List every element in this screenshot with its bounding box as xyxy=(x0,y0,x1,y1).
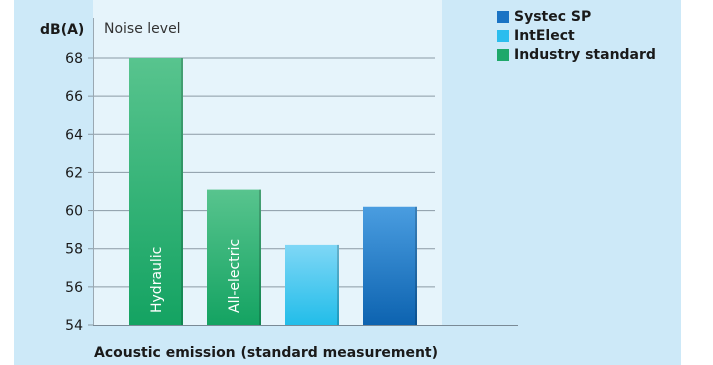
bars: Hydraulic All-electric xyxy=(129,58,417,325)
bar-edge xyxy=(337,244,339,325)
y-axis-ticks: 54 56 58 60 62 64 66 68 xyxy=(65,51,93,334)
chart-title: Acoustic emission (standard measurement) xyxy=(94,345,438,361)
legend-item: IntElect xyxy=(497,26,656,45)
legend-label: IntElect xyxy=(514,27,575,44)
y-tick-label: 66 xyxy=(65,89,83,105)
legend-item: Industry standard xyxy=(497,45,656,64)
bar-hydraulic xyxy=(129,58,183,325)
y-tick-label: 60 xyxy=(65,204,83,220)
bar-edge xyxy=(415,206,417,325)
y-tick-label: 56 xyxy=(65,280,83,296)
legend-swatch xyxy=(497,10,509,23)
bar-intelect xyxy=(285,244,339,325)
chart-subtitle: Noise level xyxy=(104,21,181,37)
y-tick-label: 54 xyxy=(65,318,83,334)
bar-systec-sp xyxy=(363,206,417,325)
y-tick-label: 62 xyxy=(65,165,83,181)
y-tick-label: 64 xyxy=(65,127,83,143)
bar-label: All-electric xyxy=(227,239,243,313)
bar-all-electric xyxy=(207,189,261,325)
y-axis-label: dB(A) xyxy=(40,22,84,38)
bar-edge xyxy=(259,189,261,325)
legend-label: Industry standard xyxy=(514,46,656,63)
legend-swatch xyxy=(497,29,509,42)
bar-edge xyxy=(181,58,183,325)
legend-swatch xyxy=(497,48,509,61)
bar-label: Hydraulic xyxy=(149,247,165,313)
legend-label: Systec SP xyxy=(514,8,592,25)
legend-item: Systec SP xyxy=(497,7,656,26)
y-tick-label: 58 xyxy=(65,242,83,258)
legend: Systec SP IntElect Industry standard xyxy=(497,7,656,64)
y-tick-label: 68 xyxy=(65,51,83,67)
